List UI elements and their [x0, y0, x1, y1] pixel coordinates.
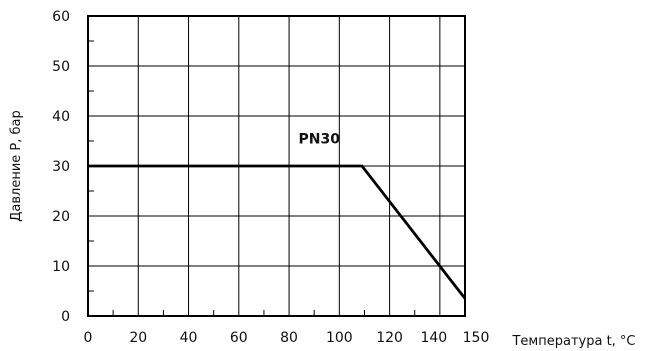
y-tick-label: 10 — [52, 259, 70, 275]
plot-frame — [87, 15, 466, 317]
y-tick-label: 50 — [52, 59, 70, 75]
x-tick-label: 40 — [180, 330, 198, 346]
series-annotation-label: PN30 — [298, 132, 340, 148]
y-tick-label: 0 — [61, 309, 70, 325]
y-tick-label: 20 — [52, 209, 70, 225]
x-tick-label: 0 — [84, 330, 93, 346]
x-tick-label: 140 — [420, 330, 447, 346]
series-line-pn30 — [88, 164, 467, 300]
minor-tick-layer — [88, 40, 416, 316]
y-tick-label: 40 — [52, 109, 70, 125]
x-tick-label: 120 — [376, 330, 403, 346]
frame-layer — [87, 15, 466, 317]
label-layer: 0 20 40 60 80 100 120 140 150 0 10 20 30 40 50 60 PN30 — [52, 9, 489, 346]
y-tick-label: 30 — [52, 159, 70, 175]
x-tick-label: 80 — [280, 330, 298, 346]
x-tick-label: 100 — [326, 330, 353, 346]
series-layer — [88, 164, 467, 300]
x-axis-title: Температура t, °C — [511, 334, 635, 349]
y-axis-title: Давление P, бар — [9, 110, 24, 222]
x-tick-label: 60 — [230, 330, 248, 346]
y-tick-label: 60 — [52, 9, 70, 25]
x-tick-label: 150 — [463, 330, 490, 346]
x-tick-label: 20 — [129, 330, 147, 346]
